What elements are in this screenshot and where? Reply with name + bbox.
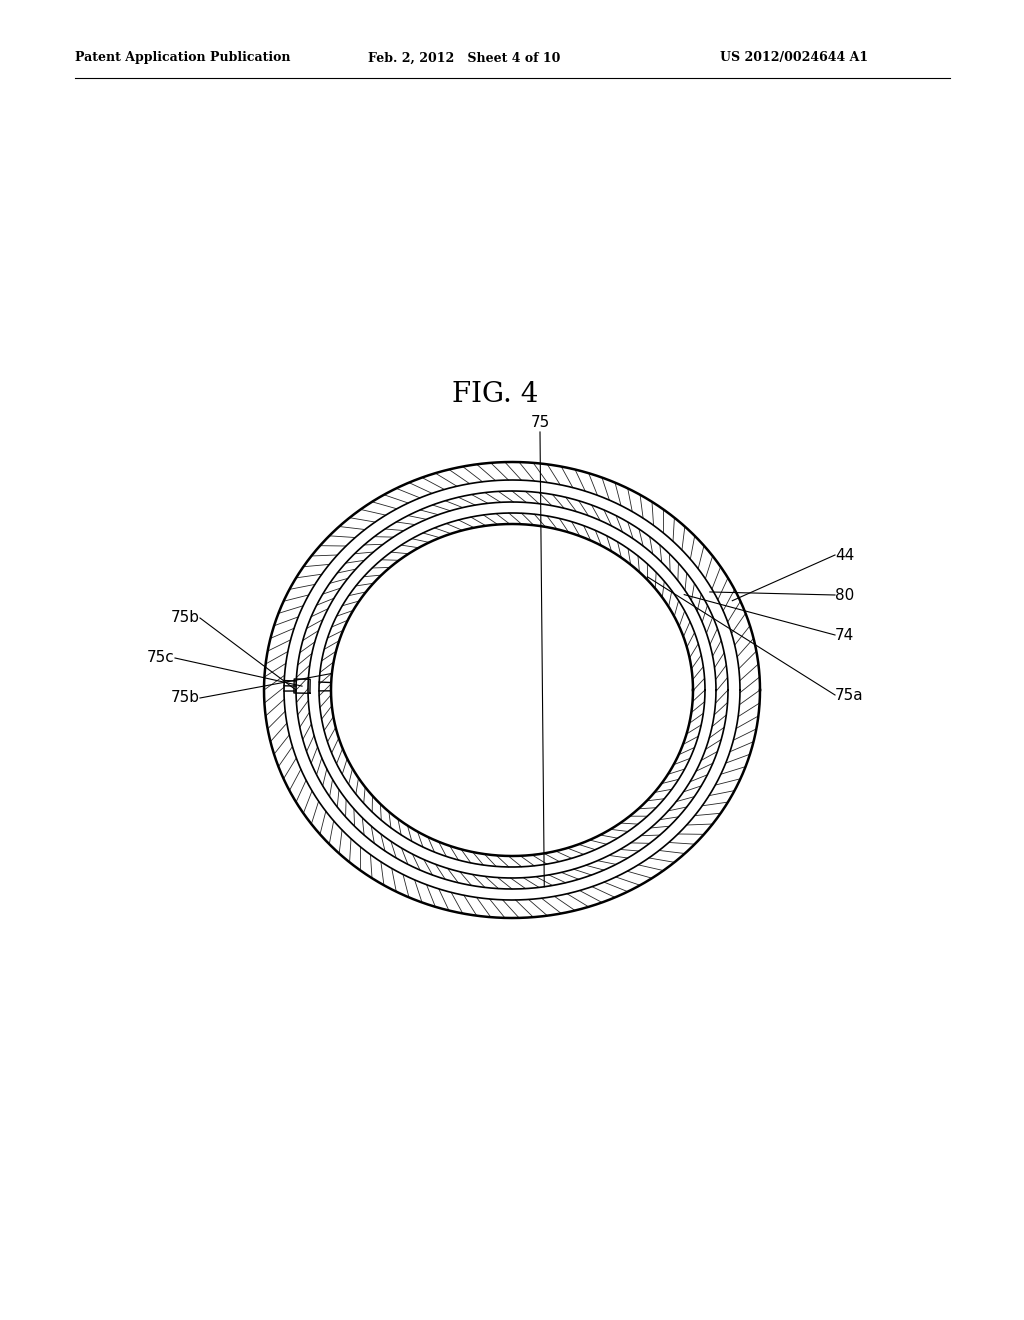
Text: 75b: 75b [171, 690, 200, 705]
Text: 74: 74 [835, 627, 854, 643]
Text: FIG. 4: FIG. 4 [452, 381, 539, 408]
Text: 75: 75 [530, 414, 550, 430]
Text: US 2012/0024644 A1: US 2012/0024644 A1 [720, 51, 868, 65]
Text: 75c: 75c [147, 651, 175, 665]
Text: 75a: 75a [835, 688, 863, 702]
Text: 80: 80 [835, 587, 854, 602]
Text: Feb. 2, 2012   Sheet 4 of 10: Feb. 2, 2012 Sheet 4 of 10 [368, 51, 560, 65]
Text: 75b: 75b [171, 610, 200, 626]
Text: Patent Application Publication: Patent Application Publication [75, 51, 291, 65]
Text: 44: 44 [835, 548, 854, 562]
